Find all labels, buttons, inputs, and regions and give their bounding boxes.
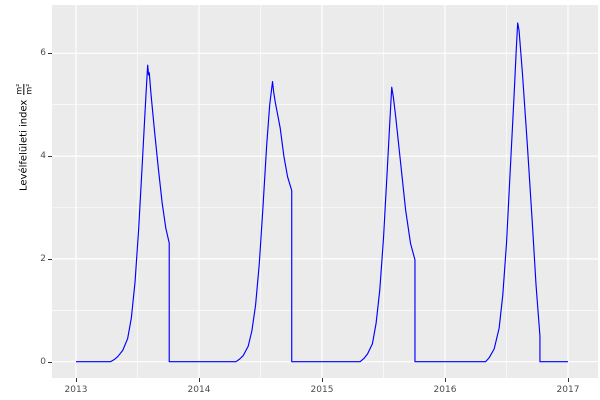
x-tick-label: 2017: [556, 385, 580, 395]
x-tick-label: 2014: [187, 385, 211, 395]
y-tick-mark: [48, 258, 52, 260]
x-tick-mark: [444, 378, 446, 382]
y-tick-label: 4: [40, 151, 46, 162]
y-axis-unit-fraction: m² m²: [14, 83, 34, 95]
y-tick-mark: [48, 156, 52, 158]
x-tick-label: 2015: [310, 385, 334, 395]
lai-line-chart: [52, 5, 598, 378]
y-tick-label: 6: [40, 48, 46, 59]
y-tick-mark: [48, 53, 52, 55]
lai-series-line: [75, 22, 568, 363]
y-tick-label: 2: [40, 253, 46, 264]
y-axis-title-text: Levélfelületi index: [18, 99, 30, 191]
plot-panel: [52, 5, 598, 378]
x-tick-label: 2016: [433, 385, 457, 395]
x-tick-mark: [321, 378, 323, 382]
x-tick-mark: [75, 378, 77, 382]
fraction-numerator: m²: [14, 83, 24, 95]
x-tick-mark: [198, 378, 200, 382]
y-tick-label: 0: [40, 356, 46, 367]
x-tick-label: 2013: [64, 385, 88, 395]
fraction-denominator: m²: [23, 83, 34, 95]
y-tick-mark: [48, 361, 52, 363]
x-tick-mark: [567, 378, 569, 382]
